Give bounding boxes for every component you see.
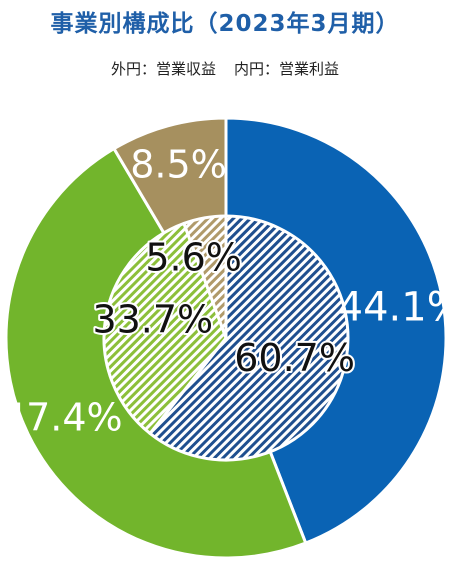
inner-segment-b-slice	[102, 221, 228, 435]
outer-label-segment-a: 44.1%	[338, 284, 450, 330]
inner-label-segment-a: 60.7%	[234, 336, 355, 380]
chart-title: 事業別構成比（2023年3月期）	[50, 11, 400, 37]
outer-label-segment-c: 8.5%	[130, 142, 227, 186]
subtitle-inner-ring: 内円：営業利益	[234, 60, 340, 78]
inner-label-segment-c: 5.6%	[145, 235, 242, 279]
inner-segment-c-slice	[182, 214, 228, 340]
inner-segment-a-slice	[148, 214, 350, 462]
inner-ring-group	[102, 214, 350, 462]
chart-subtitle: 外円：営業収益 内円：営業利益	[0, 58, 450, 79]
subtitle-outer-ring: 外円：営業収益	[110, 60, 216, 78]
inner-label-segment-b: 33.7%	[92, 298, 213, 342]
label-group: 44.1% 47.4% 8.5% 60.7% 33.7% 5.6%	[2, 142, 450, 439]
outer-label-segment-b: 47.4%	[2, 396, 123, 440]
